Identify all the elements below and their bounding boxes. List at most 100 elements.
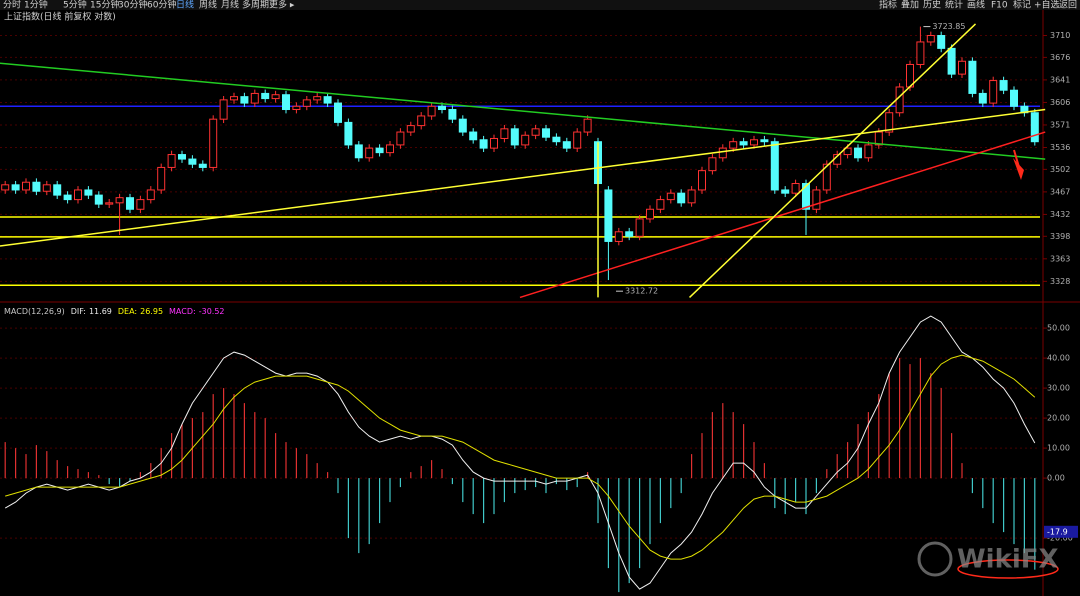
candle-body (937, 35, 946, 49)
period-tab-active[interactable]: 日线 (176, 0, 194, 11)
candle-body (885, 112, 894, 133)
candle-body (219, 99, 228, 120)
candle-body (406, 125, 415, 133)
y-tick-label: 3432 (1050, 210, 1070, 219)
candle-body (625, 231, 634, 237)
candle-body (188, 158, 197, 165)
candle-body (666, 192, 675, 201)
candle-body (573, 131, 582, 149)
candle-body (94, 194, 103, 205)
indicator-line (5, 354, 1036, 560)
marks: 3710 3676 3641 3606 3571 3536 3502 3467 3432 3398… (0, 22, 1078, 593)
red-ellipse (957, 559, 1059, 579)
candle-body (167, 154, 176, 168)
candle-body (687, 189, 696, 204)
tool-button[interactable]: F10 (991, 1, 1008, 11)
candle-body (781, 189, 790, 194)
period-tab[interactable]: 多周期 (242, 0, 269, 11)
y-tick-label: 3363 (1050, 254, 1070, 263)
period-tab[interactable]: 30分钟 (118, 0, 147, 11)
y-tick-label: -20.00 (1047, 534, 1073, 543)
y-tick-label: 30.00 (1047, 384, 1070, 393)
tool-button[interactable]: 返回 (1059, 0, 1077, 11)
candle-body (510, 128, 519, 146)
period-tab[interactable]: 15分钟 (90, 0, 119, 11)
candle-body (812, 189, 821, 210)
candle-body (84, 189, 93, 196)
candle-body (750, 139, 758, 146)
candle-body (230, 96, 238, 101)
candle-body (53, 184, 62, 196)
candle-body (1010, 89, 1018, 107)
candle-body (427, 105, 436, 117)
y-tick-label: 3641 (1050, 75, 1070, 84)
candle-body (677, 192, 686, 204)
candle-body (375, 147, 384, 154)
candle-body (604, 189, 613, 242)
high-annotation: 3723.85 (932, 22, 965, 31)
indicator-line (4, 315, 1036, 590)
period-tab[interactable]: 60分钟 (147, 0, 176, 11)
tool-button[interactable]: +自选 (1034, 0, 1060, 11)
candle-body (105, 202, 114, 205)
tool-button[interactable]: 叠加 (901, 0, 919, 11)
candle-body (11, 184, 20, 191)
y-tick-label: 10.00 (1047, 444, 1070, 453)
watermark: WikiFX (957, 545, 1059, 575)
red-arrow (1013, 149, 1022, 175)
cursor-label: -17.9 (1047, 527, 1068, 536)
candle-body (614, 231, 623, 242)
chart-title: 上证指数(日线 前复权 对数) (4, 11, 116, 23)
y-tick-label: 3502 (1050, 165, 1070, 174)
period-tab[interactable]: 5分钟 (63, 0, 87, 11)
candle-body (542, 128, 550, 138)
tool-button[interactable]: 标记 (1013, 0, 1031, 11)
candle-body (178, 154, 186, 160)
y-tick-label: 3606 (1050, 98, 1070, 107)
indicator-header: MACD(12,26,9) DIF: 11.69 DEA: 26.95 MACD: -30.… (4, 307, 225, 316)
candle-body (1030, 112, 1039, 143)
candle-body (874, 131, 883, 146)
candle-body (531, 128, 540, 136)
tool-button[interactable]: 指标 (879, 0, 897, 11)
tool-button[interactable]: 历史 (923, 0, 941, 11)
candle-body (791, 183, 800, 194)
candle-body (32, 181, 41, 192)
candle-body (282, 94, 290, 111)
candle-body (646, 208, 654, 220)
candle-body (490, 137, 498, 149)
candle-body (989, 80, 998, 104)
tool-button[interactable]: 统计 (945, 0, 963, 11)
period-tab[interactable]: 更多 ▸ (269, 0, 295, 11)
candle-body (198, 163, 207, 168)
candle-body (365, 147, 374, 159)
candle-body (916, 41, 925, 65)
candle-body (334, 102, 342, 123)
candle-body (822, 163, 831, 191)
y-tick-label: 40.00 (1047, 354, 1070, 363)
candle-body (656, 199, 665, 210)
tool-button[interactable]: 画线 (967, 0, 985, 11)
candle-body (843, 147, 852, 156)
y-tick-label: 3536 (1050, 143, 1070, 152)
candle-body (271, 94, 280, 100)
candle-body (42, 184, 51, 192)
period-tab[interactable]: 月线 (221, 0, 239, 11)
candle-body (458, 118, 467, 133)
y-tick-label: 0.00 (1047, 474, 1065, 483)
toolbar (0, 0, 1080, 10)
indicator-title: MACD(12,26,9) (4, 307, 65, 316)
y-tick-label: 3398 (1050, 232, 1070, 241)
period-tab[interactable]: 分时 (3, 0, 21, 11)
y-tick-label: 50.00 (1047, 324, 1070, 333)
period-tab[interactable]: 1分钟 (24, 0, 48, 11)
candle-body (261, 92, 270, 100)
period-tab[interactable]: 周线 (199, 0, 217, 11)
candle-body (157, 166, 166, 191)
watermark-logo (917, 541, 953, 577)
candle-body (999, 80, 1008, 91)
legend-value: 26.95 (140, 307, 163, 316)
candle-body (770, 141, 779, 191)
